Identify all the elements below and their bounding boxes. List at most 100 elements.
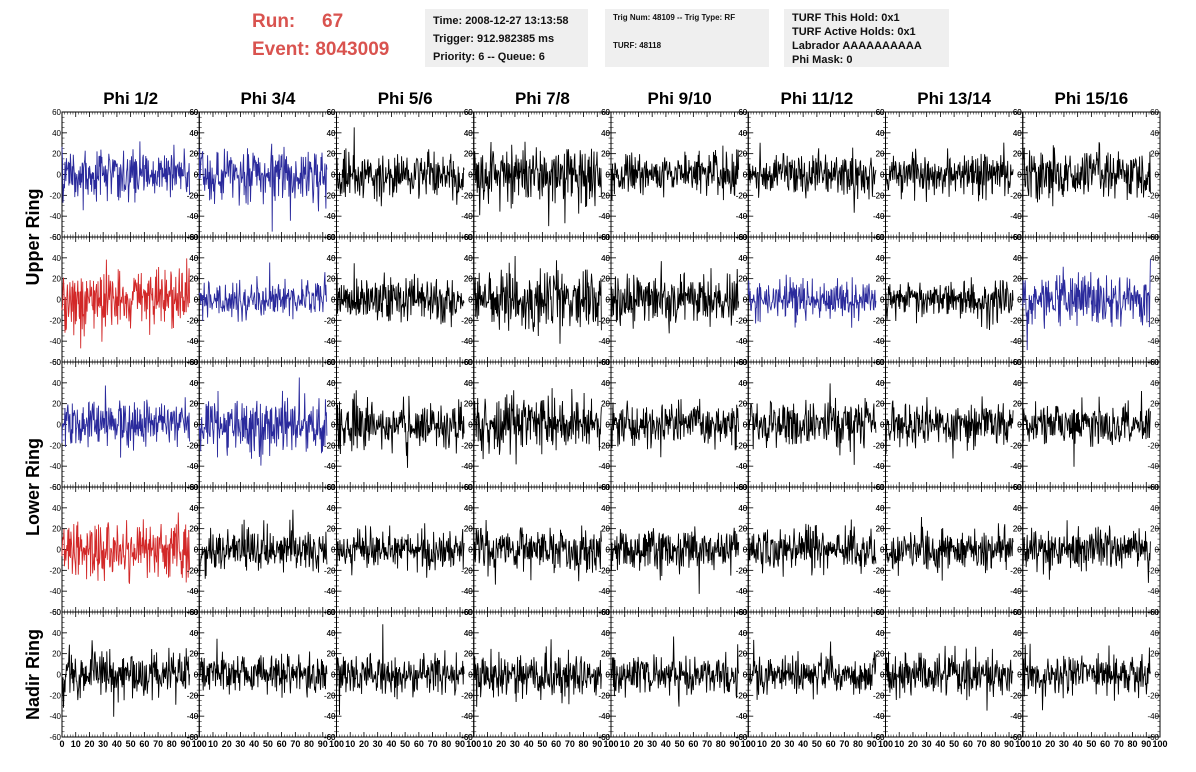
y-tick-label: 20 xyxy=(464,275,473,284)
y-tick-label: 40 xyxy=(876,129,885,138)
y-tick-label: 20 xyxy=(464,400,473,409)
y-tick-label: 0 xyxy=(331,421,336,430)
y-tick-label-right: 0 xyxy=(194,546,199,555)
ring-label-2: Lower Ring xyxy=(23,438,43,536)
y-tick-label-right: 20 xyxy=(1150,275,1159,284)
y-tick-label: 60 xyxy=(876,358,885,367)
y-tick-label-right: 60 xyxy=(876,108,885,117)
y-tick-label: -20 xyxy=(461,191,473,200)
y-tick-label: 0 xyxy=(57,421,62,430)
y-tick-label-right: -20 xyxy=(187,566,199,575)
y-tick-label-right: 0 xyxy=(194,296,199,305)
y-tick-label-right: 60 xyxy=(601,358,610,367)
y-tick-label-right: 0 xyxy=(606,421,611,430)
y-tick-label: -40 xyxy=(49,212,61,221)
y-tick-label: 60 xyxy=(738,233,747,242)
y-tick-label: 20 xyxy=(189,400,198,409)
y-tick-label: 40 xyxy=(876,254,885,263)
y-tick-label-right: 20 xyxy=(738,400,747,409)
waveform-trace xyxy=(885,142,1014,203)
y-tick-label-right: 0 xyxy=(1155,421,1160,430)
y-tick-label-right: 20 xyxy=(327,150,336,159)
y-tick-label-right: 20 xyxy=(464,275,473,284)
y-tick-label-right: 0 xyxy=(743,171,748,180)
column-header-phi-2: Phi 3/4 xyxy=(240,89,295,108)
y-tick-label: 0 xyxy=(194,296,199,305)
waveform-trace xyxy=(747,274,877,328)
y-tick-label-right: 40 xyxy=(189,129,198,138)
y-tick-label: 60 xyxy=(601,233,610,242)
y-tick-label-right: -20 xyxy=(736,316,748,325)
y-tick-label: 40 xyxy=(52,379,61,388)
y-tick-label-right: 0 xyxy=(468,421,473,430)
y-tick-label: -60 xyxy=(49,483,61,492)
y-tick-label: 60 xyxy=(189,233,198,242)
y-tick-label: 0 xyxy=(468,296,473,305)
column-header-phi-3: Phi 5/6 xyxy=(378,89,433,108)
y-tick-label: 0 xyxy=(194,421,199,430)
y-tick-label-right: -20 xyxy=(736,191,748,200)
waveform-trace xyxy=(61,258,191,349)
y-tick-label-right: 20 xyxy=(1013,150,1022,159)
panel-frame xyxy=(198,236,337,363)
y-tick-label: -20 xyxy=(736,441,748,450)
y-tick-label: -20 xyxy=(1010,316,1022,325)
run-value: 67 xyxy=(322,11,344,32)
y-tick-label-right: 60 xyxy=(876,233,885,242)
waveform-trace xyxy=(473,255,602,344)
y-tick-label: 40 xyxy=(601,129,610,138)
y-tick-label-right: 0 xyxy=(1017,421,1022,430)
y-tick-label: -20 xyxy=(873,441,885,450)
waveform-trace xyxy=(473,388,602,465)
y-tick-label: -20 xyxy=(187,441,199,450)
y-tick-label: -20 xyxy=(873,191,885,200)
y-tick-label: 60 xyxy=(52,108,61,117)
y-tick-label: -40 xyxy=(187,337,199,346)
y-tick-label-right: -40 xyxy=(736,212,748,221)
y-tick-label: -40 xyxy=(49,587,61,596)
y-tick-label: 60 xyxy=(189,108,198,117)
y-tick-label: 40 xyxy=(738,129,747,138)
y-tick-label-right: -40 xyxy=(324,462,336,471)
y-tick-label-right: -40 xyxy=(187,337,199,346)
y-tick-label: 20 xyxy=(464,150,473,159)
y-tick-label-right: 40 xyxy=(1013,379,1022,388)
y-tick-label-right: 20 xyxy=(189,150,198,159)
y-tick-label: -60 xyxy=(49,608,61,617)
y-tick-label: -40 xyxy=(736,212,748,221)
y-tick-label-right: 20 xyxy=(1150,150,1159,159)
y-tick-label: 20 xyxy=(876,400,885,409)
y-tick-label-right: 20 xyxy=(189,275,198,284)
y-tick-label-right: -40 xyxy=(736,462,748,471)
y-tick-label-right: -20 xyxy=(187,316,199,325)
y-tick-label-right: 40 xyxy=(876,254,885,263)
y-tick-label-right: -40 xyxy=(598,212,610,221)
y-tick-label-right: -40 xyxy=(1010,462,1022,471)
y-tick-label: 20 xyxy=(738,400,747,409)
y-tick-label: 40 xyxy=(1013,379,1022,388)
waveform-trace xyxy=(885,277,1014,331)
y-tick-label: 20 xyxy=(327,150,336,159)
y-tick-label: 60 xyxy=(327,108,336,117)
y-tick-label: -20 xyxy=(187,316,199,325)
y-tick-label-right: -20 xyxy=(598,191,610,200)
y-tick-label-right: 20 xyxy=(876,150,885,159)
y-tick-label: -40 xyxy=(49,462,61,471)
trig-num-text: Trig Num: 48109 -- Trig Type: RF xyxy=(613,13,736,22)
y-tick-label: 0 xyxy=(880,421,885,430)
y-tick-label: 40 xyxy=(464,379,473,388)
waveform-trace xyxy=(610,145,740,201)
y-tick-label: -60 xyxy=(49,358,61,367)
y-tick-label: 0 xyxy=(1017,171,1022,180)
y-tick-label-right: -20 xyxy=(187,441,199,450)
y-tick-label: -40 xyxy=(598,462,610,471)
y-tick-label: 60 xyxy=(1013,358,1022,367)
waveform-trace xyxy=(198,143,328,232)
